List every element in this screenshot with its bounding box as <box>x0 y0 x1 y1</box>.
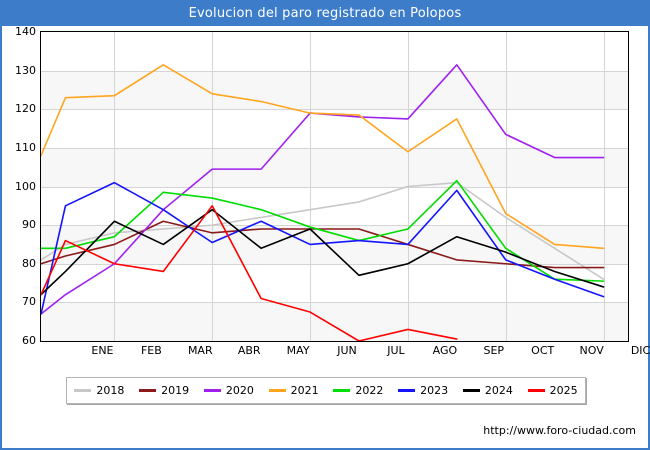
y-axis-tick: 140 <box>15 25 36 38</box>
gridline <box>506 32 507 341</box>
legend-swatch-icon <box>462 389 480 392</box>
gridline <box>41 264 628 265</box>
x-axis-tick: OCT <box>531 344 555 357</box>
x-axis-tick: AGO <box>432 344 458 357</box>
x-axis-tick: MAR <box>187 344 213 357</box>
series-line-2022 <box>41 179 605 282</box>
series-line-2024 <box>41 208 605 296</box>
legend-swatch-icon <box>527 389 545 392</box>
legend-item-2020[interactable]: 2020 <box>203 384 254 397</box>
series-line-2025 <box>41 205 458 341</box>
chart-legend: 2018 2019 2020 2021 2022 2023 2024 2025 <box>66 377 586 404</box>
gridline <box>212 32 213 341</box>
page-title: Evolucion del paro registrado en Polopos <box>188 6 462 21</box>
gridline <box>310 32 311 341</box>
x-axis-tick: ENE <box>91 344 114 357</box>
chart-container: 140 130 120 110 100 90 80 70 60 ENE FEB MAR ABR MAY J… <box>2 26 650 448</box>
gridline <box>41 187 628 188</box>
legend-label: 2023 <box>420 384 449 397</box>
series-line-2018 <box>41 181 605 280</box>
legend-swatch-icon <box>74 389 92 392</box>
legend-item-2024[interactable]: 2024 <box>462 384 513 397</box>
background-band <box>41 148 628 187</box>
y-axis-tick: 130 <box>15 63 36 77</box>
legend-swatch-icon <box>139 389 157 392</box>
legend-item-2019[interactable]: 2019 <box>139 384 189 397</box>
legend-item-2018[interactable]: 2018 <box>74 384 124 397</box>
y-axis-tick: 110 <box>15 140 36 154</box>
y-axis-tick: 80 <box>22 256 36 270</box>
y-axis-tick: 70 <box>22 295 36 309</box>
window-title-bar: Evolucion del paro registrado en Polopos <box>2 2 648 26</box>
legend-item-2022[interactable]: 2022 <box>333 384 383 397</box>
legend-label: 2021 <box>290 384 319 397</box>
legend-item-2023[interactable]: 2023 <box>398 384 448 397</box>
series-line-2023 <box>41 181 605 315</box>
background-band <box>41 71 628 110</box>
plot-area <box>40 31 629 342</box>
gridline <box>41 148 628 149</box>
x-axis-tick: JUN <box>337 344 357 357</box>
legend-swatch-icon <box>398 389 416 392</box>
gridline <box>41 302 628 303</box>
gridline <box>604 32 605 341</box>
legend-swatch-icon <box>203 389 221 392</box>
series-line-2021 <box>41 64 605 250</box>
legend-swatch-icon <box>268 389 286 392</box>
x-axis-tick: JUL <box>387 344 405 357</box>
x-axis-tick: NOV <box>579 344 604 357</box>
legend-label: 2019 <box>161 384 190 397</box>
background-band <box>41 302 628 341</box>
y-axis-tick: 100 <box>15 179 36 193</box>
series-line-2019 <box>41 220 605 269</box>
y-axis-tick-labels: 140 130 120 110 100 90 80 70 60 <box>2 26 36 346</box>
x-axis-tick: DIC <box>630 344 650 357</box>
legend-label: 2018 <box>96 384 125 397</box>
x-axis-tick-labels: ENE FEB MAR ABR MAY JUN JUL AGO SEP OCT NOV DIC <box>40 344 650 360</box>
x-axis-tick: FEB <box>140 344 162 357</box>
legend-label: 2025 <box>549 384 578 397</box>
x-axis-tick: MAY <box>286 344 310 357</box>
gridline <box>41 109 628 110</box>
y-axis-tick: 90 <box>22 218 36 232</box>
y-axis-tick: 120 <box>15 102 36 116</box>
x-axis-tick: ABR <box>237 344 261 357</box>
legend-label: 2020 <box>225 384 254 397</box>
series-lines <box>41 64 605 341</box>
legend-label: 2024 <box>484 384 513 397</box>
legend-label: 2022 <box>355 384 384 397</box>
legend-swatch-icon <box>333 389 351 392</box>
x-axis-tick: SEP <box>483 344 505 357</box>
legend-item-2021[interactable]: 2021 <box>268 384 319 397</box>
source-url: http://www.foro-ciudad.com <box>483 424 636 437</box>
y-axis-tick: 60 <box>22 334 36 347</box>
gridline <box>41 71 628 72</box>
gridline <box>41 225 628 226</box>
legend-item-2025[interactable]: 2025 <box>527 384 578 397</box>
gridline <box>114 32 115 341</box>
